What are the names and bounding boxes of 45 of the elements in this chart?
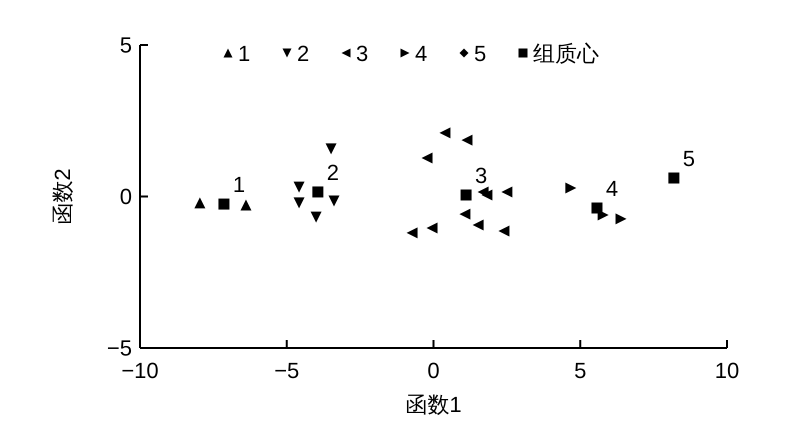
point xyxy=(565,182,576,194)
point xyxy=(591,202,602,214)
annotation: 3 xyxy=(474,162,488,188)
point xyxy=(498,226,510,237)
point xyxy=(406,227,418,238)
point xyxy=(668,172,680,184)
point xyxy=(294,197,305,208)
x-tick-label: 0 xyxy=(427,358,440,383)
point xyxy=(294,182,305,193)
point xyxy=(461,134,472,146)
x-tick-label: 5 xyxy=(574,358,586,383)
y-tick-label: −5 xyxy=(106,336,132,361)
legend-label: 3 xyxy=(356,41,368,66)
point xyxy=(439,127,450,138)
point xyxy=(472,219,484,230)
y-tick-label: 0 xyxy=(120,184,132,210)
x-tick-label: −5 xyxy=(274,358,300,383)
point xyxy=(616,213,627,224)
point xyxy=(328,196,340,207)
legend-label: 组质心 xyxy=(533,41,599,66)
point xyxy=(459,208,470,220)
x-tick-label: −10 xyxy=(121,358,159,383)
point xyxy=(501,186,512,198)
legend-label: 2 xyxy=(297,41,310,66)
annotation: 4 xyxy=(606,176,618,202)
y-axis-title: 函数2 xyxy=(50,168,75,225)
annotation: 5 xyxy=(682,146,695,172)
point xyxy=(326,143,337,154)
point xyxy=(240,199,252,210)
point xyxy=(218,198,230,210)
point xyxy=(481,189,492,200)
annotation: 1 xyxy=(232,172,246,198)
annotation: 2 xyxy=(326,160,339,185)
y-tick-label: 5 xyxy=(120,32,132,58)
point xyxy=(312,186,324,198)
point xyxy=(310,212,322,223)
x-axis-title: 函数1 xyxy=(405,392,462,417)
legend-label: 1 xyxy=(238,41,250,66)
point xyxy=(194,197,206,208)
point xyxy=(460,189,472,200)
x-tick-label: 10 xyxy=(714,358,740,383)
legend-label: 4 xyxy=(415,41,428,66)
point xyxy=(426,222,438,234)
legend-label: 5 xyxy=(474,41,486,66)
point xyxy=(422,152,433,164)
